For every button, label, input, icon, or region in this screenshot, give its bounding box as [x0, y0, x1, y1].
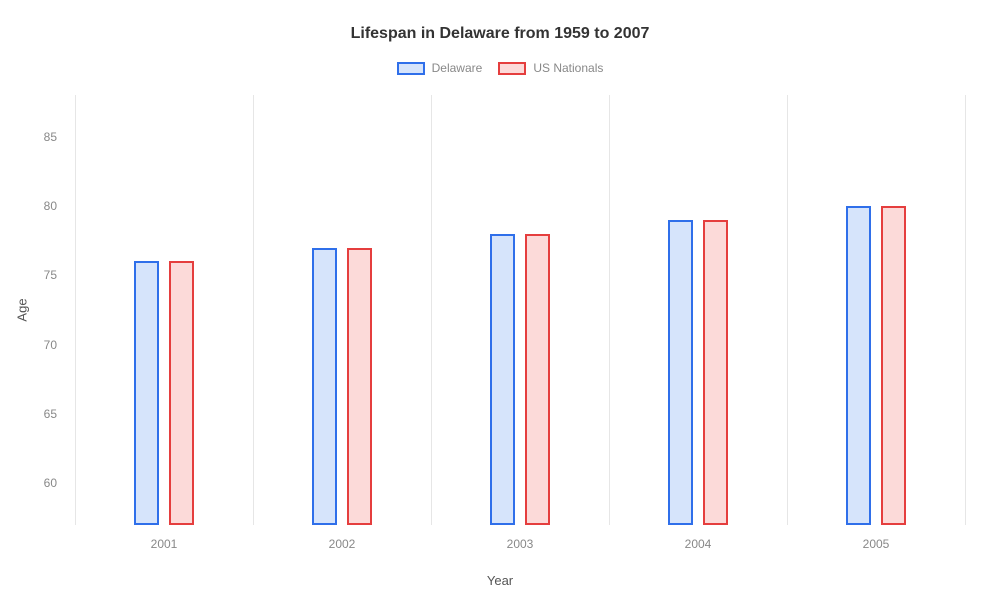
legend-label-delaware: Delaware [432, 61, 483, 75]
grid-line [431, 95, 609, 525]
x-tick-label: 2004 [685, 537, 712, 551]
legend-swatch-delaware [397, 62, 425, 75]
grid-line [253, 95, 431, 525]
y-tick-label: 70 [44, 338, 57, 352]
legend-item-delaware[interactable]: Delaware [397, 61, 483, 75]
y-axis-title: Age [15, 298, 30, 321]
y-tick-label: 80 [44, 199, 57, 213]
x-tick-label: 2005 [863, 537, 890, 551]
chart-container: Lifespan in Delaware from 1959 to 2007 D… [0, 0, 1000, 600]
x-tick-label: 2001 [151, 537, 178, 551]
legend-item-us-nationals[interactable]: US Nationals [498, 61, 603, 75]
x-axis-title: Year [487, 573, 513, 588]
legend: Delaware US Nationals [0, 61, 1000, 75]
y-tick-label: 60 [44, 476, 57, 490]
grid-line [965, 95, 966, 525]
grid-line [787, 95, 965, 525]
legend-label-us-nationals: US Nationals [533, 61, 603, 75]
grid-line [609, 95, 787, 525]
chart-title: Lifespan in Delaware from 1959 to 2007 [0, 0, 1000, 43]
y-tick-label: 85 [44, 130, 57, 144]
y-tick-label: 75 [44, 268, 57, 282]
plot-area: 20012002200320042005606570758085 [75, 95, 965, 525]
legend-swatch-us-nationals [498, 62, 526, 75]
x-tick-label: 2003 [507, 537, 534, 551]
y-tick-label: 65 [44, 407, 57, 421]
x-tick-label: 2002 [329, 537, 356, 551]
grid-line [75, 95, 253, 525]
